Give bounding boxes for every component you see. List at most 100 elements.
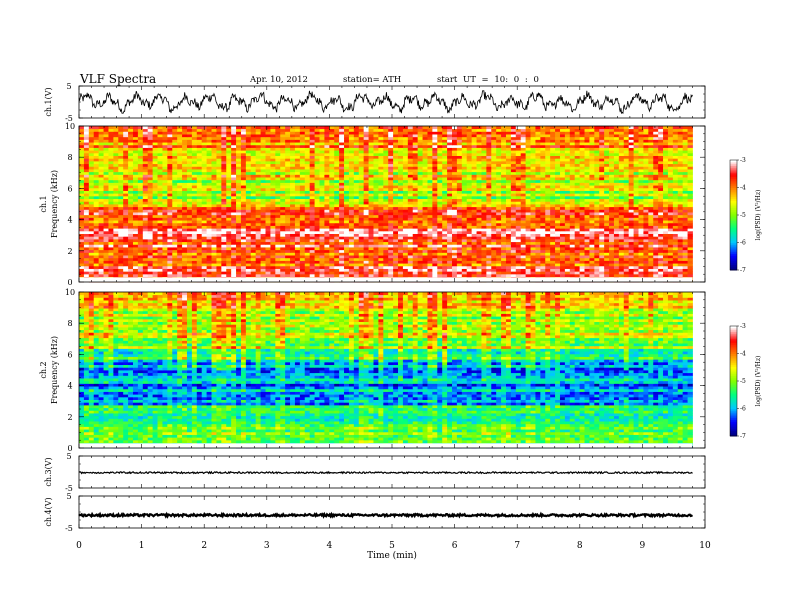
spectrogram-cell: [250, 217, 257, 221]
spectrogram-cell: [633, 209, 639, 213]
spectrogram-cell: [604, 212, 610, 216]
spectrogram-cell: [172, 255, 178, 259]
spectrogram-cell: [535, 185, 541, 189]
spectrogram-cell: [329, 187, 335, 191]
spectrogram-cell: [501, 179, 507, 183]
spectrogram-cell: [648, 201, 654, 205]
spectrogram-cell: [609, 209, 615, 213]
spectrogram-cell: [515, 198, 522, 202]
spectrogram-cell: [201, 238, 208, 243]
spectrogram-cell: [437, 241, 443, 245]
spectrogram-cell: [358, 179, 365, 183]
spectrogram-cell: [88, 182, 95, 186]
spectrogram-cell: [108, 265, 114, 269]
spectrogram-cell: [309, 179, 315, 183]
spectrogram-cell: [682, 268, 688, 272]
spectrogram-cell: [579, 271, 585, 275]
spectrogram-cell: [648, 195, 654, 200]
spectrogram-cell: [373, 247, 379, 251]
spectrogram-cell: [466, 214, 473, 218]
spectrogram-cell: [432, 228, 438, 232]
spectrogram-cell: [589, 255, 595, 259]
spectrogram-cell: [589, 204, 595, 208]
spectrogram-cell: [525, 249, 531, 253]
spectrogram-cell: [496, 222, 502, 226]
spectrogram-cell: [633, 179, 639, 183]
spectrogram-cell: [265, 198, 271, 202]
spectrogram-cell: [383, 204, 389, 208]
spectrogram-cell: [324, 187, 330, 191]
spectrogram-cell: [388, 236, 394, 240]
spectrogram-cell: [505, 190, 512, 194]
spectrogram-cell: [677, 204, 684, 208]
spectrogram-cell: [157, 225, 163, 229]
spectrogram-cell: [447, 255, 453, 259]
spectrogram-cell: [442, 236, 448, 240]
spectrogram-cell: [491, 206, 497, 210]
spectrogram-cell: [373, 206, 379, 210]
spectrogram-cell: [191, 214, 198, 218]
spectrogram-cell: [358, 222, 365, 226]
spectrogram-cell: [471, 244, 477, 248]
spectrogram-cell: [687, 233, 693, 237]
spectrogram-cell: [113, 236, 119, 240]
spectrogram-cell: [348, 193, 355, 197]
spectrogram-cell: [491, 185, 497, 189]
spectrogram-cell: [206, 217, 212, 221]
spectrogram-cell: [231, 193, 237, 197]
spectrogram-cell: [383, 190, 389, 194]
spectrogram-cell: [677, 201, 684, 205]
spectrogram-cell: [226, 233, 232, 237]
spectrogram-cell: [407, 265, 414, 269]
spectrogram-cell: [491, 268, 497, 272]
spectrogram-cell: [682, 209, 688, 213]
spectrogram-cell: [550, 271, 556, 275]
spectrogram-cell: [270, 225, 276, 229]
spectrogram-cell: [456, 260, 463, 264]
spectrogram-cell: [427, 244, 433, 248]
spectrogram-cell: [407, 198, 414, 202]
spectrogram-cell: [447, 228, 453, 232]
spectrogram-cell: [368, 193, 374, 197]
spectrogram-cell: [211, 273, 217, 278]
spectrogram-cell: [236, 255, 242, 259]
spectrogram-cell: [211, 182, 217, 186]
spectrogram-cell: [319, 201, 325, 205]
spectrogram-cell: [452, 212, 458, 216]
spectrogram-cell: [275, 220, 281, 224]
spectrogram-cell: [236, 228, 242, 232]
spectrogram-cell: [422, 236, 428, 240]
spectrogram-cell: [569, 225, 576, 229]
spectrogram-cell: [505, 268, 512, 272]
spectrogram-cell: [437, 263, 443, 267]
spectrogram-cell: [383, 187, 389, 191]
spectrogram-cell: [260, 201, 266, 205]
spectrogram-cell: [142, 233, 149, 237]
spectrogram-cell: [525, 228, 531, 232]
spectrogram-cell: [417, 179, 423, 183]
spectrogram-cell: [658, 206, 664, 210]
station-label: station= ATH: [343, 75, 402, 85]
spectrogram-cell: [137, 268, 144, 272]
spectrogram-cell: [388, 177, 394, 181]
spectrogram-cell: [613, 247, 620, 251]
spectrogram-cell: [206, 198, 212, 202]
spectrogram-cell: [201, 198, 208, 202]
spectrogram-cell: [240, 209, 247, 213]
ch1-waveform: [78, 90, 693, 115]
spectrogram-cell: [270, 273, 276, 278]
spectrogram-cell: [407, 255, 414, 259]
spectrogram-cell: [216, 198, 222, 202]
spectrogram-cell: [564, 206, 571, 210]
spectrogram-cell: [309, 233, 315, 237]
spectrogram-cell: [285, 201, 291, 205]
spectrogram-cell: [299, 271, 306, 275]
spectrogram-cell: [285, 247, 291, 251]
spectrogram-cell: [113, 247, 119, 251]
spectrogram-cell: [245, 206, 252, 210]
spectrogram-cell: [260, 247, 266, 251]
spectrogram-cell: [520, 271, 527, 275]
spectrogram-cell: [329, 233, 335, 237]
spectrogram-cell: [604, 206, 610, 210]
